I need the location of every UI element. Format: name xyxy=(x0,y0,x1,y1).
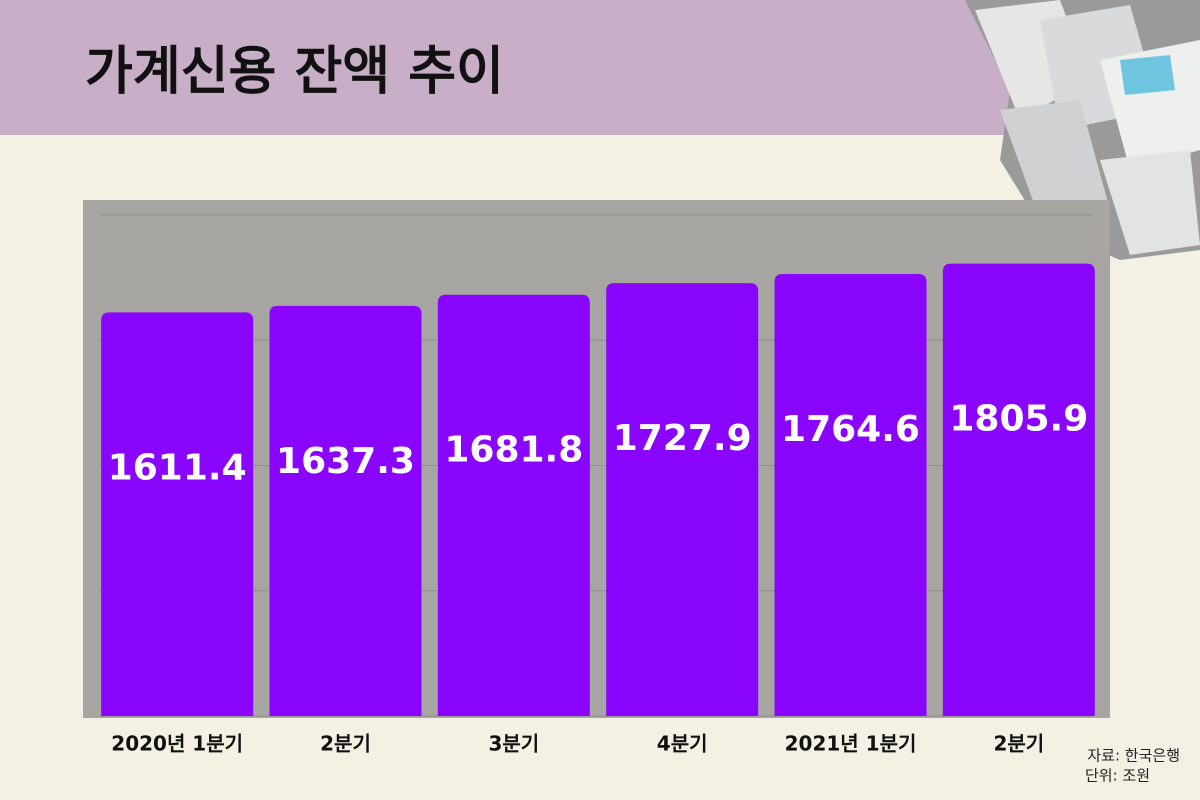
source-note: 자료: 한국은행 xyxy=(1087,747,1180,765)
value-label: 1764.6 xyxy=(781,409,920,450)
value-label: 1611.4 xyxy=(108,447,247,488)
value-label: 1727.9 xyxy=(613,418,752,459)
x-tick-label: 2분기 xyxy=(993,732,1044,756)
bar xyxy=(774,273,927,716)
x-tick-label: 4분기 xyxy=(657,732,708,756)
value-label: 1681.8 xyxy=(444,430,583,471)
plot-area xyxy=(83,200,1110,718)
bar xyxy=(942,263,1095,716)
bar xyxy=(269,305,422,716)
receipts-decoration xyxy=(965,0,1200,260)
bar xyxy=(606,283,759,716)
value-label: 1637.3 xyxy=(276,441,415,482)
x-tick-label: 2021년 1분기 xyxy=(785,732,917,756)
bar xyxy=(101,312,254,716)
unit-note: 단위: 조원 xyxy=(1085,767,1150,785)
x-tick-label: 3분기 xyxy=(488,732,539,756)
chart-title: 가계신용 잔액 추이 xyxy=(85,42,504,102)
value-label: 1805.9 xyxy=(949,399,1088,440)
x-tick-label: 2020년 1분기 xyxy=(111,732,243,756)
bar xyxy=(437,294,590,716)
x-tick-label: 2분기 xyxy=(320,732,371,756)
